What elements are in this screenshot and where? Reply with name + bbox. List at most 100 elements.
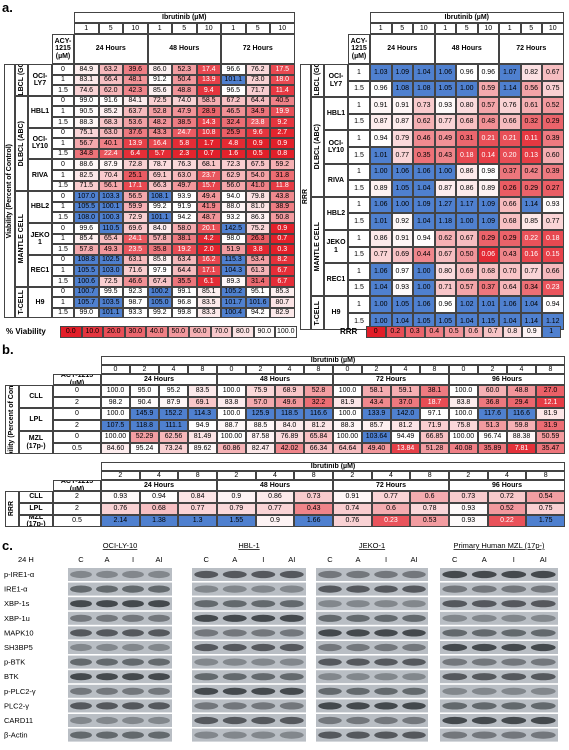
blot-band — [194, 702, 219, 710]
value-cell: 84.9 — [74, 64, 99, 75]
legend-swatch: 0.8 — [502, 326, 522, 338]
value-cell: 0.34 — [520, 279, 542, 297]
blot-band — [251, 629, 276, 637]
value-cell: 91.9 — [172, 201, 197, 213]
value-cell: 52.3 — [172, 64, 197, 75]
cell-line: JEKO 1 — [324, 230, 348, 264]
value-cell: 43.8 — [270, 191, 295, 202]
value-cell: 83.5 — [188, 385, 217, 397]
value-cell: 32.4 — [221, 117, 246, 128]
acy-label: ACY-1215 (µM) — [53, 480, 101, 491]
legend-swatch: 90.0 — [253, 326, 275, 338]
value-cell: 105.7 — [74, 297, 99, 308]
value-cell: 100.00 — [217, 431, 246, 443]
protein-label: IRE1-α — [4, 585, 28, 594]
value-cell: 0.52 — [542, 97, 564, 114]
blot-band — [279, 716, 304, 725]
value-cell: 67.4 — [147, 276, 172, 287]
blot-strip — [440, 714, 558, 727]
acy-dose: 1.5 — [348, 147, 370, 164]
value-cell: 75.2 — [245, 223, 270, 234]
blot-band — [501, 702, 527, 710]
value-cell: 0.26 — [499, 180, 521, 197]
blot-band — [402, 731, 426, 739]
value-cell: 0.37 — [477, 279, 499, 297]
timepoint: 24 Hours — [101, 480, 217, 491]
value-cell: 32.2 — [304, 396, 333, 408]
value-cell: 0.39 — [542, 130, 564, 147]
blot-strip — [316, 728, 428, 742]
blot-strip — [192, 568, 306, 581]
value-cell: 35.47 — [536, 442, 565, 454]
value-cell: 0.43 — [294, 503, 333, 515]
value-cell: 99.6 — [74, 223, 99, 234]
value-cell: 80.7 — [270, 297, 295, 308]
blot-strip — [192, 655, 306, 669]
value-cell: 100.00 — [101, 431, 130, 443]
disease-label: CLL — [19, 491, 53, 503]
concentration: 2 — [362, 365, 391, 374]
cell-line: OCI-LY10 — [28, 127, 52, 160]
value-cell: 69.6 — [123, 223, 148, 234]
acy-dose: 2 — [53, 503, 101, 515]
value-cell: 0.76 — [333, 515, 372, 527]
blot-band — [194, 731, 219, 739]
value-cell: 0.77 — [371, 491, 411, 503]
value-cell: 0.7 — [196, 148, 221, 160]
blot-band — [346, 658, 370, 666]
blot-band — [148, 570, 170, 579]
value-cell: 62.9 — [221, 170, 246, 181]
value-cell: 88.3 — [74, 117, 99, 128]
value-cell: 0.29 — [520, 180, 542, 197]
acy-dose: 1 — [52, 201, 74, 213]
acy-dose: 0 — [52, 64, 74, 75]
value-cell: 71.5 — [74, 180, 99, 192]
legend-swatch: 1 — [541, 326, 561, 338]
value-cell: 0.74 — [333, 503, 372, 515]
value-cell: 50.8 — [270, 212, 295, 223]
value-cell: 0.9 — [270, 138, 295, 149]
blot-band — [279, 658, 304, 666]
value-cell: 97.1 — [420, 408, 449, 420]
concentration: 5 — [391, 23, 413, 34]
value-cell: 85.7 — [362, 419, 391, 431]
value-cell: 0.78 — [410, 503, 449, 515]
blot-strip — [68, 728, 172, 742]
blot-band — [148, 585, 170, 593]
blot-band — [122, 702, 144, 710]
value-cell: 0.76 — [101, 503, 140, 515]
acy-label: ACY-1215 (µM) — [348, 34, 370, 64]
value-cell: 6.4 — [123, 148, 148, 160]
legend-swatch: 0.7 — [483, 326, 503, 338]
legend-title: RRR — [340, 327, 358, 336]
concentration: 2 — [333, 471, 372, 480]
blot-band — [442, 629, 468, 637]
value-cell: 0.77 — [178, 503, 217, 515]
blot-strip — [192, 611, 306, 625]
value-cell: 68.1 — [196, 159, 221, 170]
blot-strip — [440, 655, 558, 669]
value-cell: 0.73 — [449, 491, 488, 503]
legend-swatch: 80.0 — [232, 326, 254, 338]
value-cell: 0.18 — [456, 147, 478, 164]
value-cell: 75.8 — [449, 419, 478, 431]
blot-band — [318, 614, 342, 622]
value-cell: 1.6 — [221, 148, 246, 160]
acy-label: ACY-1215 (µM) — [53, 374, 101, 385]
value-cell: 0.79 — [217, 503, 256, 515]
blot-band — [222, 702, 247, 710]
treatment: AI — [288, 555, 295, 564]
value-cell: 0.93 — [434, 97, 456, 114]
value-cell: 1.00 — [370, 313, 392, 330]
value-cell: 16.2 — [196, 254, 221, 266]
legend-swatch: 20.0 — [103, 326, 125, 338]
value-cell: 100.3 — [98, 212, 123, 223]
value-cell: 1.04 — [520, 296, 542, 313]
timepoint: 24 H — [18, 555, 34, 564]
value-cell: 0.50 — [456, 246, 478, 264]
value-cell: 13.9 — [123, 138, 148, 149]
blot-strip — [316, 626, 428, 640]
treatment: I — [513, 555, 515, 564]
acy-dose: 1 — [348, 97, 370, 114]
ibrutinib-header: Ibrutinib (µM) — [74, 12, 295, 23]
